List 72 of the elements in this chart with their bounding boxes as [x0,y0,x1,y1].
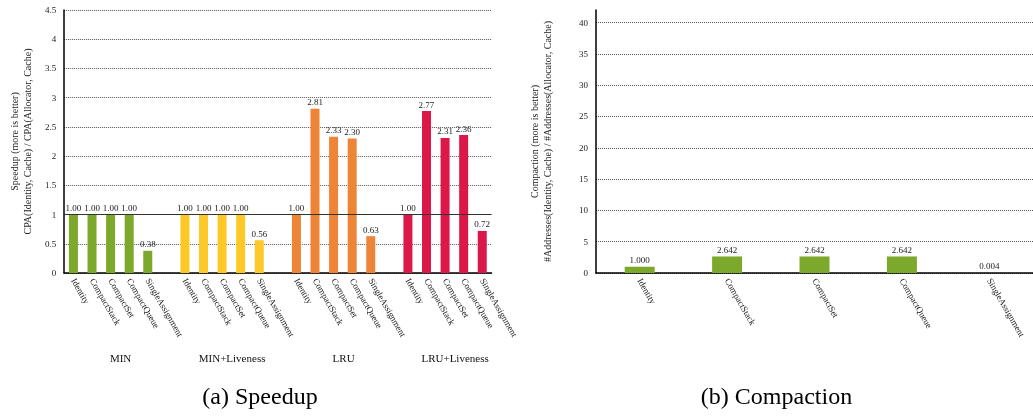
bar [403,214,413,273]
bar [236,214,246,273]
y-tick-label: 30 [579,80,589,91]
data-label: 2.77 [418,99,435,110]
y-tick-label: 3 [51,92,57,103]
data-label: 0.004 [979,261,1000,272]
y-tick-label: 0 [583,268,589,278]
text: LRU [332,352,355,364]
text: (b) Compaction [700,383,853,409]
bar [87,214,97,273]
y-tick-label: 4.5 [44,5,57,15]
data-label: 2.31 [437,126,453,137]
bar [329,136,339,273]
data-label: 1.00 [177,203,194,214]
data-label: 0.72 [474,219,491,230]
y-tick-label: 3.5 [44,63,57,74]
data-label: 1.00 [84,203,101,214]
y-axis-title: Speedup (more is better) CPA(Identity, Cache) / CPA(Allocator, Cache) [9,48,34,235]
y-tick-label: 4 [51,34,57,45]
bar [422,111,431,273]
bar [217,214,227,273]
bar [143,250,153,273]
data-label: 1.00 [214,203,231,214]
data-label: 1.000 [629,255,651,266]
y-tick-label: 1 [51,209,57,220]
text: (a) Speedup [202,383,318,409]
data-label: 2.642 [804,244,825,255]
data-label: 0.56 [251,228,268,239]
bar [180,214,190,273]
bar [477,230,487,273]
y-tick-label: 35 [579,48,589,59]
bar [459,135,469,273]
y-tick-label: 0.5 [44,238,57,249]
data-label: 0.63 [362,224,380,235]
data-label: 2.33 [325,125,342,136]
bar [106,214,116,273]
bar [291,214,301,273]
bar [124,214,134,273]
data-label: 1.00 [232,203,250,214]
data-label: 1.00 [65,203,82,214]
y-tick-label: 25 [579,111,589,122]
data-label: 0.38 [139,239,157,250]
bar [310,108,320,273]
y-tick-label: 5 [583,236,589,247]
y-tick-label: 1.5 [44,180,57,191]
bar [440,137,450,273]
y-tick-label: 2 [51,151,57,162]
bar [254,240,264,273]
bar [68,214,78,273]
data-label: 2.36 [455,123,473,134]
data-label: 2.81 [307,97,323,108]
text: LRU+Liveness [421,352,489,364]
data-label: 1.00 [288,203,305,214]
data-label: 2.642 [716,244,738,255]
bar [347,138,357,273]
text: MIN [109,352,132,364]
text: MIN+Liveness [198,352,266,364]
y-tick-label: 40 [579,17,589,28]
y-axis-title: Compaction (more is better) #Addresses(Identity, Cache) / #Addresses(Allocator, Cache) [529,20,554,263]
y-tick-label: 15 [579,174,589,185]
y-tick-label: 10 [579,205,589,216]
bar [199,214,209,273]
data-label: 1.00 [102,203,119,214]
y-tick-label: 2.5 [44,121,57,132]
data-label: 2.642 [891,244,913,255]
data-label: 1.00 [195,203,212,214]
bar [366,236,376,273]
y-tick-label: 20 [579,142,589,153]
data-label: 2.30 [344,127,361,138]
data-label: 1.00 [121,203,138,214]
data-label: 1.00 [400,203,417,214]
y-tick-label: 0 [51,268,57,278]
